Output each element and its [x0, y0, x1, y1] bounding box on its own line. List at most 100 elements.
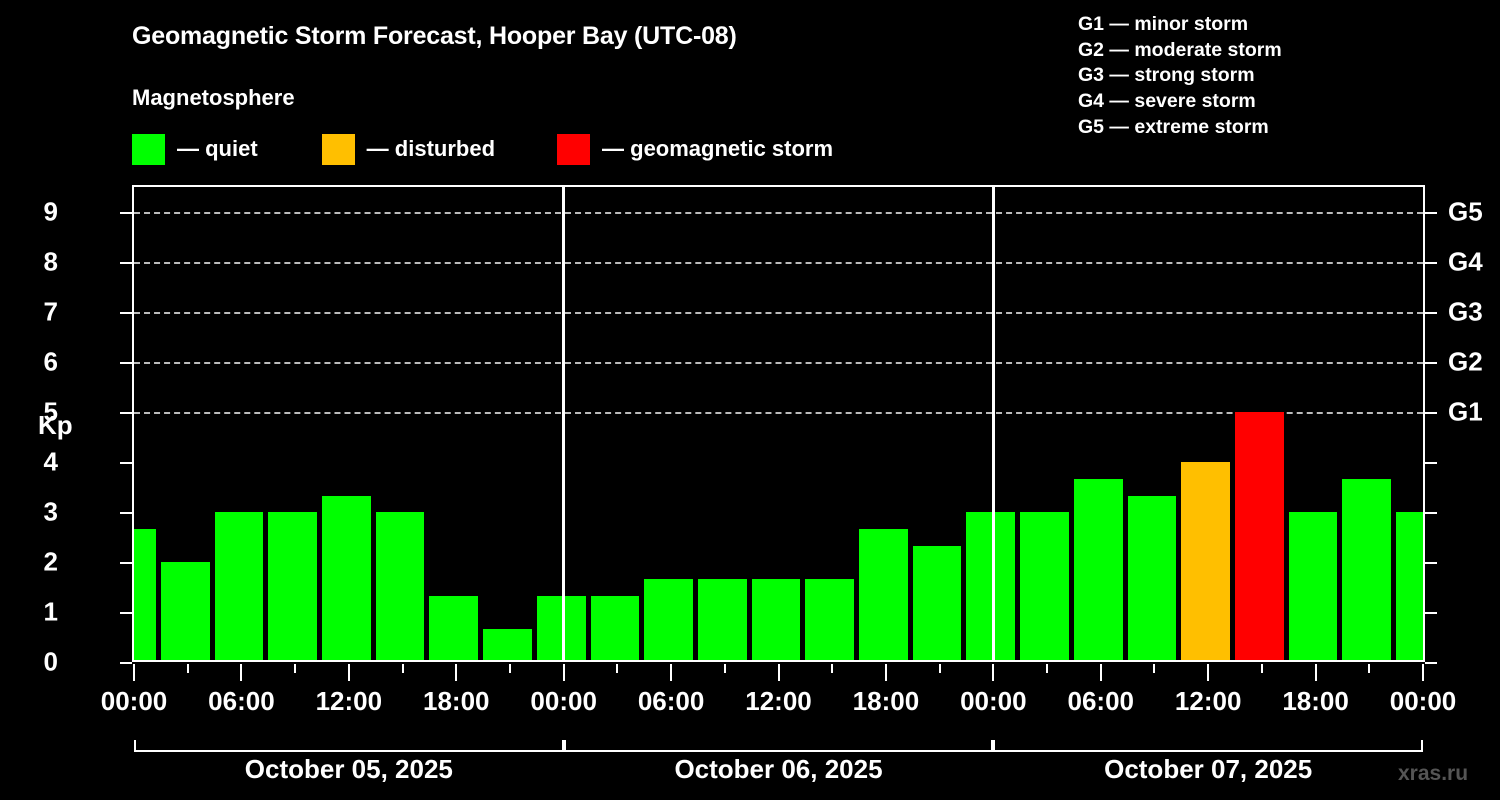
x-tick-minor-9: [294, 664, 297, 673]
g-scale-legend-item-4: G4 — severe storm: [1078, 90, 1256, 113]
x-tick-minor-63: [1260, 664, 1263, 673]
g-axis-tick-7: [1425, 312, 1437, 314]
bar-10[interactable]: [644, 578, 693, 662]
legend-swatch-storm: [557, 133, 591, 165]
y-axis-title: Kp: [38, 410, 73, 440]
x-tick-major-0: [133, 664, 135, 681]
g-scale-legend-item-1: G1 — minor storm: [1078, 13, 1249, 35]
day-separator-hour-48: [991, 187, 995, 662]
x-tick-label-18: 18:00: [423, 686, 490, 716]
bar-12[interactable]: [751, 578, 801, 662]
bar-21[interactable]: [1235, 412, 1284, 662]
x-tick-label-60: 12:00: [1174, 686, 1242, 716]
y-tick-8: [120, 262, 132, 264]
legend-entry-quiet: — quiet: [132, 133, 258, 165]
bar-13[interactable]: [805, 578, 855, 662]
color-legend: — quiet — disturbed — geomagnetic storm: [132, 133, 833, 165]
bar-8[interactable]: [536, 595, 586, 662]
legend-label-disturbed: — disturbed: [366, 136, 496, 161]
watermark: xras.ru: [1398, 762, 1469, 785]
bar-20[interactable]: [1181, 462, 1231, 662]
y-tick-5: [120, 412, 132, 414]
day-separator-hour-24: [562, 187, 566, 662]
bar-4[interactable]: [321, 495, 371, 662]
x-tick-label-54: 06:00: [1067, 686, 1135, 716]
x-tick-major-30: [670, 664, 673, 681]
magnetosphere-heading: Magnetosphere: [132, 85, 295, 110]
g-axis-label-G1: G1: [1448, 396, 1483, 427]
gridline-kp-9: [134, 212, 1423, 214]
bar-6[interactable]: [429, 595, 479, 662]
bar-16[interactable]: [966, 512, 1016, 662]
legend-entry-disturbed: — disturbed: [321, 133, 496, 165]
g-axis-tick-8: [1425, 262, 1437, 264]
x-tick-major-48: [992, 664, 995, 681]
x-tick-minor-69: [1368, 664, 1371, 673]
y-tick-9: [120, 212, 132, 214]
gridline-kp-5: [134, 412, 1423, 414]
x-tick-label-0: 00:00: [100, 686, 168, 716]
bar-0[interactable]: [134, 528, 156, 662]
bar-17[interactable]: [1020, 512, 1069, 662]
y-tick-label-3: 3: [43, 496, 58, 527]
g-axis-tick-3: [1425, 512, 1437, 514]
g-axis-tick-6: [1425, 362, 1437, 364]
bar-2[interactable]: [214, 512, 264, 662]
day-bracket-1: [563, 740, 994, 752]
bar-11[interactable]: [697, 578, 747, 662]
bar-5[interactable]: [375, 512, 425, 662]
bar-1[interactable]: [160, 562, 210, 662]
gridline-kp-7: [134, 312, 1423, 314]
x-tick-minor-45: [938, 664, 941, 673]
y-tick-label-8: 8: [43, 246, 58, 277]
g-scale-legend-item-2: G2 — moderate storm: [1078, 38, 1282, 61]
g-scale-legend-item-5: G5 — extreme storm: [1078, 115, 1269, 138]
x-tick-major-36: [777, 664, 780, 681]
g-axis-label-G2: G2: [1448, 346, 1483, 377]
x-tick-label-42: 18:00: [852, 686, 920, 716]
bar-3[interactable]: [268, 512, 317, 662]
x-tick-minor-51: [1046, 664, 1049, 673]
bar-7[interactable]: [483, 628, 532, 662]
y-tick-1: [120, 612, 132, 614]
bar-19[interactable]: [1127, 495, 1177, 662]
y-tick-label-1: 1: [43, 596, 58, 627]
x-tick-minor-33: [723, 664, 726, 673]
bar-15[interactable]: [912, 545, 962, 662]
y-tick-4: [120, 462, 132, 464]
y-tick-label-7: 7: [43, 296, 58, 327]
bar-14[interactable]: [859, 528, 908, 662]
y-tick-7: [120, 312, 132, 314]
day-label-0: October 05, 2025: [244, 754, 453, 784]
x-tick-label-24: 00:00: [530, 686, 597, 716]
x-tick-label-12: 12:00: [315, 686, 383, 716]
x-tick-major-24: [562, 664, 565, 681]
bar-9[interactable]: [590, 595, 640, 662]
x-tick-major-54: [1099, 664, 1102, 681]
y-tick-label-4: 4: [43, 446, 58, 477]
day-label-1: October 06, 2025: [674, 754, 883, 784]
bar-23[interactable]: [1342, 478, 1392, 662]
y-tick-3: [120, 512, 132, 514]
x-tick-minor-39: [831, 664, 834, 673]
y-tick-label-2: 2: [43, 546, 58, 577]
plot-frame: [132, 185, 1425, 662]
x-tick-major-66: [1314, 664, 1317, 681]
day-bracket-2: [993, 740, 1423, 752]
y-tick-label-0: 0: [43, 646, 58, 677]
x-tick-major-60: [1207, 664, 1210, 681]
g-scale-legend: G1 — minor storm G2 — moderate storm G3 — …: [1078, 12, 1282, 141]
bar-22[interactable]: [1288, 512, 1338, 662]
bar-18[interactable]: [1073, 478, 1123, 662]
g-axis-tick-4: [1425, 462, 1437, 464]
legend-label-storm: — geomagnetic storm: [602, 136, 834, 161]
plot-area: [134, 187, 1423, 662]
legend-entry-storm: — geomagnetic storm: [557, 133, 834, 165]
legend-label-quiet: — quiet: [177, 136, 258, 161]
x-tick-minor-3: [186, 664, 189, 673]
g-axis-tick-2: [1425, 562, 1437, 564]
x-tick-major-6: [240, 664, 243, 681]
x-tick-minor-21: [508, 664, 511, 673]
x-tick-major-18: [455, 664, 458, 681]
bar-24[interactable]: [1396, 512, 1423, 662]
